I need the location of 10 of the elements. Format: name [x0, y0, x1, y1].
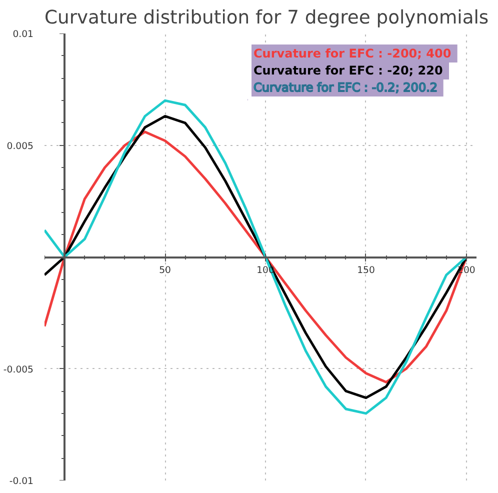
- text: Curvature for EFC : -20; 220: [254, 64, 443, 78]
- y-tick-label: -0.01: [9, 476, 34, 487]
- text: Curvature for EFC : -200; 400: [254, 46, 452, 60]
- x-tick-label: 50: [159, 265, 172, 276]
- y-tick-label: 0.005: [6, 140, 34, 152]
- x-tick-label: 150: [357, 265, 375, 276]
- y-tick-label: -0.005: [3, 364, 34, 376]
- y-tick-label: 0.01: [12, 29, 34, 40]
- text: Curvature for EFC : -0.2; 200.2: [254, 80, 438, 94]
- chart-title: Curvature distribution for 7 degree polynomials: [44, 8, 489, 28]
